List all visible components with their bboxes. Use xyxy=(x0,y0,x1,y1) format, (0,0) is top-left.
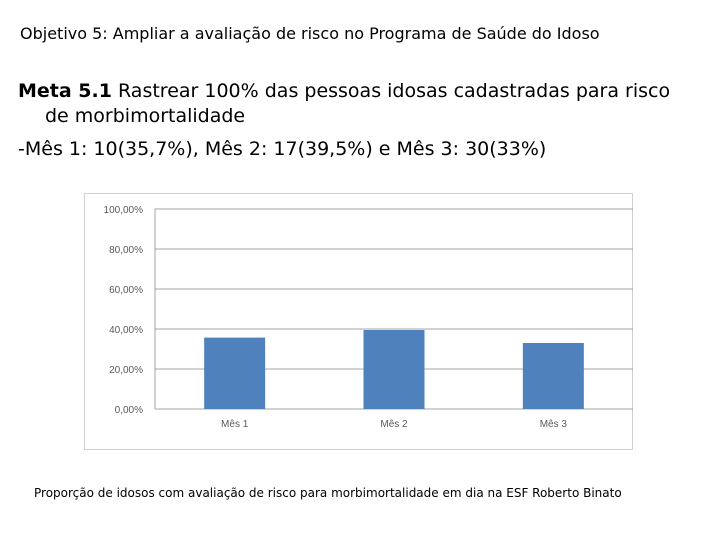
chart-caption: Proporção de idosos com avaliação de ris… xyxy=(34,486,622,500)
bar xyxy=(522,343,584,409)
x-tick-label: Mês 1 xyxy=(221,419,249,430)
bar xyxy=(204,337,266,409)
bar-chart-svg: 0,00% 20,00% 40,00% 60,00% 80,00% 100,00% Mês … xyxy=(104,205,633,430)
y-tick-label: 20,00% xyxy=(109,365,143,376)
goal-text-line-1: Rastrear 100% das pessoas idosas cadastr… xyxy=(111,80,671,102)
y-tick-label: 60,00% xyxy=(109,285,143,296)
x-tick-label: Mês 3 xyxy=(540,419,568,430)
goal-description: Meta 5.1 Rastrear 100% das pessoas idosa… xyxy=(18,79,698,162)
slide-title: Objetivo 5: Ampliar a avaliação de risco… xyxy=(20,24,600,43)
goal-line-1: Meta 5.1 Rastrear 100% das pessoas idosa… xyxy=(18,79,698,104)
y-tick-label: 100,00% xyxy=(104,205,144,216)
x-tick-label: Mês 2 xyxy=(380,419,408,430)
goal-label: Meta 5.1 xyxy=(18,80,112,102)
y-tick-label: 0,00% xyxy=(115,405,143,416)
goal-text-line-2: de morbimortalidade xyxy=(45,105,246,127)
goal-results: -Mês 1: 10(35,7%), Mês 2: 17(39,5%) e Mê… xyxy=(18,138,547,160)
bar xyxy=(363,330,425,409)
y-tick-label: 40,00% xyxy=(109,325,143,336)
bar-chart: 0,00% 20,00% 40,00% 60,00% 80,00% 100,00% Mês … xyxy=(84,193,633,450)
y-tick-label: 80,00% xyxy=(109,245,143,256)
